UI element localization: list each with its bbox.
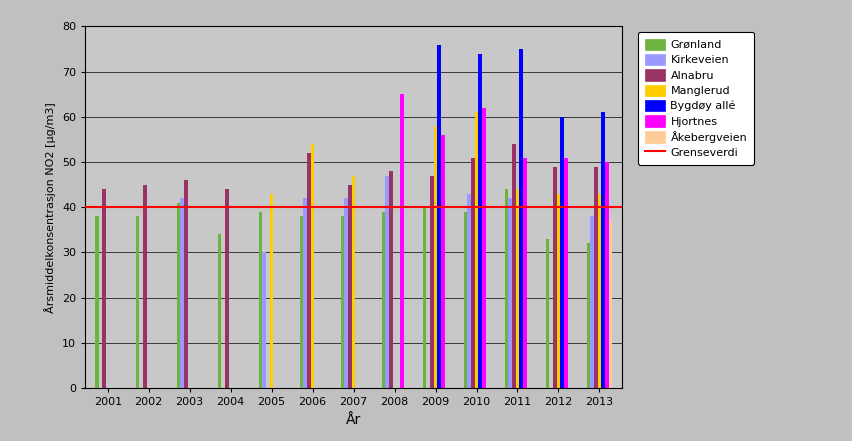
- Bar: [218, 235, 222, 388]
- Bar: [463, 212, 467, 388]
- Bar: [307, 153, 311, 388]
- Bar: [311, 144, 314, 388]
- Bar: [400, 94, 404, 388]
- Bar: [95, 217, 99, 388]
- Bar: [605, 162, 608, 388]
- Bar: [475, 112, 478, 388]
- Bar: [441, 135, 445, 388]
- Bar: [143, 185, 147, 388]
- Bar: [300, 217, 303, 388]
- Bar: [184, 180, 187, 388]
- Bar: [176, 203, 181, 388]
- Bar: [225, 189, 229, 388]
- Bar: [608, 221, 613, 388]
- Bar: [262, 252, 266, 388]
- Bar: [594, 167, 597, 388]
- Bar: [504, 189, 509, 388]
- Bar: [102, 189, 106, 388]
- Bar: [509, 198, 512, 388]
- Bar: [430, 176, 434, 388]
- Bar: [545, 239, 550, 388]
- Bar: [520, 49, 523, 388]
- Bar: [259, 212, 262, 388]
- Bar: [303, 198, 307, 388]
- Bar: [352, 176, 355, 388]
- Bar: [471, 157, 475, 388]
- Bar: [389, 171, 393, 388]
- X-axis label: År: År: [346, 413, 361, 426]
- Bar: [270, 194, 273, 388]
- Y-axis label: Årsmiddelkonsentrasjon NO2 [µg/m3]: Årsmiddelkonsentrasjon NO2 [µg/m3]: [44, 102, 56, 313]
- Bar: [382, 212, 385, 388]
- Bar: [423, 207, 426, 388]
- Bar: [135, 217, 140, 388]
- Bar: [515, 189, 520, 388]
- Bar: [437, 45, 441, 388]
- Bar: [553, 167, 556, 388]
- Bar: [586, 243, 590, 388]
- Bar: [344, 198, 348, 388]
- Grenseverdi: [102, 205, 112, 210]
- Bar: [523, 157, 527, 388]
- Bar: [181, 198, 184, 388]
- Bar: [564, 157, 567, 388]
- Bar: [341, 217, 344, 388]
- Bar: [434, 126, 437, 388]
- Bar: [385, 176, 389, 388]
- Bar: [482, 108, 486, 388]
- Bar: [561, 117, 564, 388]
- Bar: [590, 217, 594, 388]
- Bar: [348, 185, 352, 388]
- Bar: [556, 194, 561, 388]
- Bar: [597, 194, 602, 388]
- Bar: [467, 194, 471, 388]
- Bar: [602, 112, 605, 388]
- Bar: [512, 144, 515, 388]
- Grenseverdi: [144, 205, 154, 210]
- Bar: [478, 53, 482, 388]
- Legend: Grønland, Kirkeveien, Alnabru, Manglerud, Bygdøy allé, Hjortnes, Åkebergveien, G: Grønland, Kirkeveien, Alnabru, Manglerud…: [638, 32, 754, 164]
